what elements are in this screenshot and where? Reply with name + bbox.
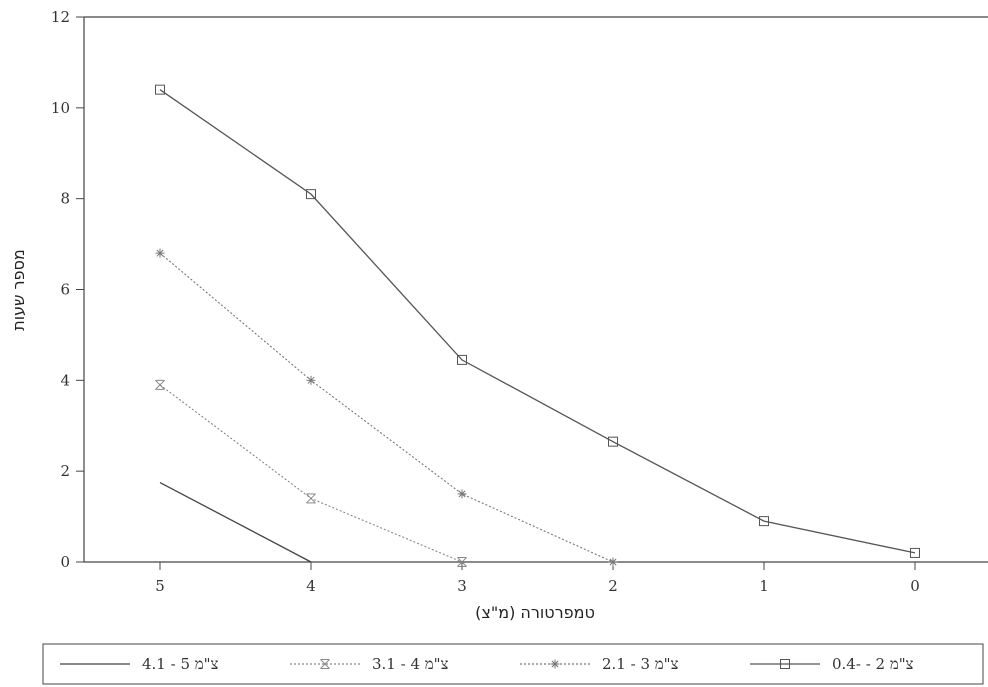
x-axis-ticks: 5 4 3 2 1 0 bbox=[155, 562, 920, 595]
legend-swatch-marker bbox=[780, 659, 790, 669]
data-point-series-4 bbox=[457, 354, 467, 365]
data-point-series-3 bbox=[608, 557, 618, 567]
x-tick-label: 2 bbox=[608, 577, 618, 595]
x-axis-title: טמפרטורה (מ"צ) bbox=[475, 603, 595, 622]
legend-item: צ"מ 5 - 4.1 bbox=[60, 655, 219, 673]
series-markers bbox=[155, 84, 920, 567]
legend-label: צ"מ 2 - -0.4 bbox=[832, 655, 914, 673]
y-tick-label: 0 bbox=[60, 553, 70, 571]
series-lines bbox=[159, 89, 916, 563]
legend-item: צ"מ 3 - 2.1 bbox=[520, 655, 679, 673]
data-point-series-2 bbox=[457, 557, 467, 567]
data-point-series-3 bbox=[457, 489, 467, 499]
legend-box bbox=[42, 643, 984, 685]
legend-item: צ"מ 2 - -0.4 bbox=[750, 655, 914, 673]
x-tick-label: 3 bbox=[457, 577, 467, 595]
data-point-series-3 bbox=[306, 375, 316, 385]
data-point-series-2 bbox=[306, 493, 316, 504]
data-point-series-4 bbox=[759, 516, 769, 527]
legend-label: צ"מ 3 - 2.1 bbox=[602, 655, 679, 673]
axes bbox=[83, 16, 988, 563]
x-tick-label: 4 bbox=[306, 577, 316, 595]
x-tick-label: 1 bbox=[759, 577, 769, 595]
data-point-series-4 bbox=[910, 547, 920, 558]
y-tick-label: 2 bbox=[60, 462, 70, 480]
y-tick-label: 6 bbox=[60, 281, 70, 299]
series-line-4 bbox=[159, 89, 916, 554]
legend-swatch-marker bbox=[550, 659, 560, 669]
data-point-series-4 bbox=[306, 189, 316, 200]
y-tick-label: 12 bbox=[51, 8, 70, 26]
series-line-2 bbox=[159, 384, 463, 563]
x-tick-label: 5 bbox=[155, 577, 165, 595]
data-point-series-3 bbox=[155, 248, 165, 258]
legend: צ"מ 5 - 4.1 צ"מ 4 - 3.1 צ"מ 3 - 2.1 צ"מ 2 -… bbox=[42, 643, 984, 685]
legend-label: צ"מ 5 - 4.1 bbox=[142, 655, 219, 673]
y-tick-label: 10 bbox=[51, 99, 70, 117]
series-line-1 bbox=[159, 481, 312, 563]
data-point-series-2 bbox=[155, 379, 165, 390]
legend-label: צ"מ 4 - 3.1 bbox=[372, 655, 449, 673]
y-tick-label: 4 bbox=[60, 371, 70, 389]
data-point-series-4 bbox=[155, 84, 165, 95]
data-point-series-4 bbox=[608, 436, 618, 447]
y-axis-title: מספר שעות bbox=[9, 249, 28, 331]
series-line-3 bbox=[159, 252, 614, 563]
x-tick-label: 0 bbox=[910, 577, 920, 595]
y-axis-ticks: 0 2 4 6 8 10 12 bbox=[51, 8, 84, 571]
legend-swatch-marker bbox=[320, 659, 330, 669]
legend-item: צ"מ 4 - 3.1 bbox=[290, 655, 449, 673]
y-tick-label: 8 bbox=[60, 190, 70, 208]
